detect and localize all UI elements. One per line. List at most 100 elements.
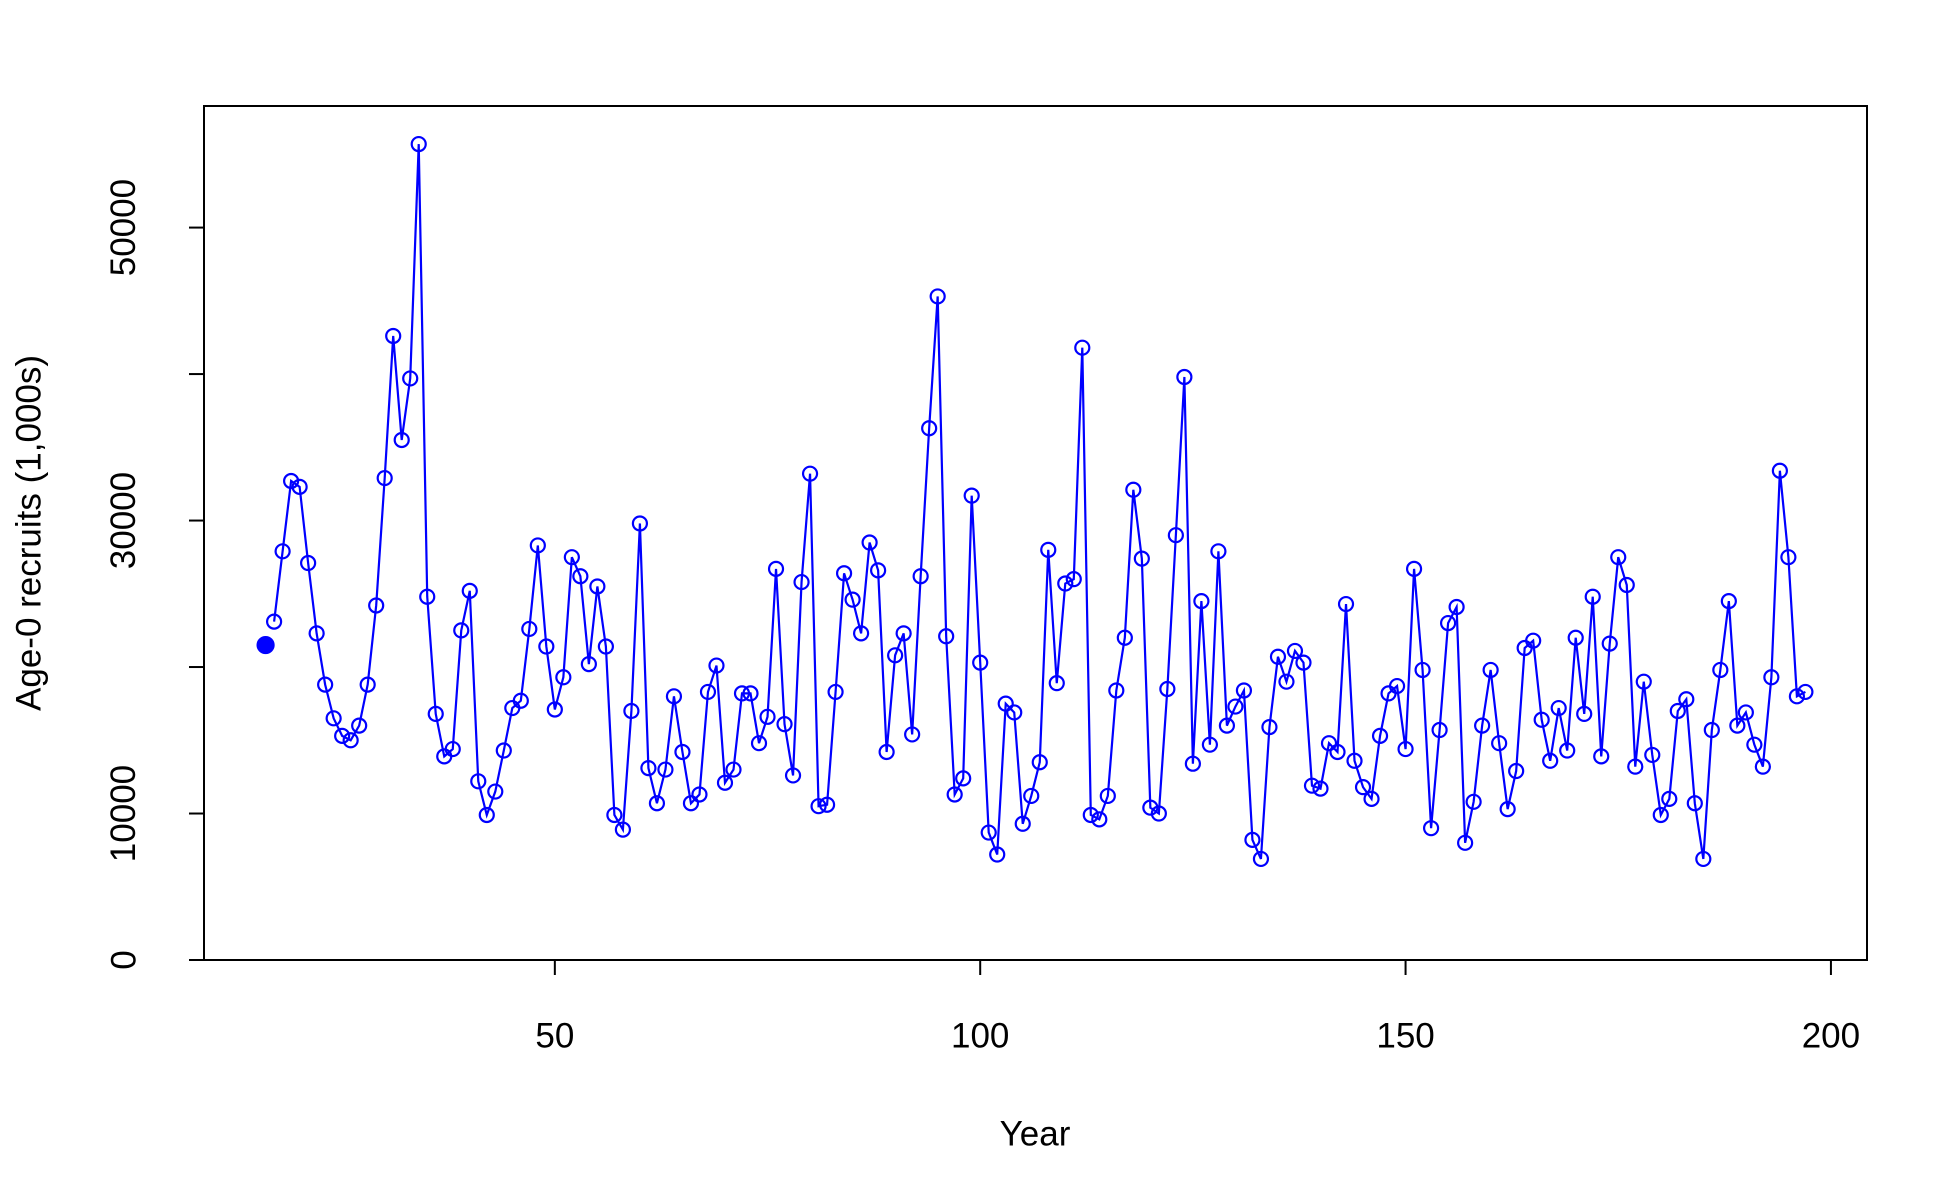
data-point xyxy=(1491,735,1508,752)
data-point xyxy=(989,846,1006,863)
data-point xyxy=(912,568,929,585)
data-point xyxy=(1601,635,1618,652)
data-point xyxy=(648,795,666,812)
x-axis-label: Year xyxy=(1000,1114,1071,1153)
data-point xyxy=(870,562,887,579)
data-point xyxy=(427,705,444,723)
data-point xyxy=(1116,629,1133,646)
data-point xyxy=(818,796,836,813)
data-point xyxy=(784,767,802,784)
data-point xyxy=(1576,705,1593,723)
data-point xyxy=(1661,790,1678,807)
plot-box xyxy=(203,105,1868,961)
data-point xyxy=(1065,571,1082,588)
data-point xyxy=(853,625,870,642)
data-point xyxy=(716,774,734,791)
x-tick-label: 200 xyxy=(1802,1016,1860,1055)
data-point xyxy=(1261,718,1278,736)
data-point xyxy=(699,683,717,701)
data-point xyxy=(512,692,529,709)
data-point xyxy=(1593,748,1610,765)
data-point xyxy=(691,786,708,803)
data-point xyxy=(1559,742,1576,759)
data-point xyxy=(895,625,912,642)
data-point xyxy=(955,770,972,787)
data-point xyxy=(1695,850,1712,868)
data-point xyxy=(1644,746,1661,764)
y-tick-label: 50000 xyxy=(104,179,143,276)
data-point xyxy=(495,742,512,759)
data-point xyxy=(351,717,368,734)
data-point xyxy=(1525,632,1542,649)
data-point xyxy=(640,760,657,777)
data-point xyxy=(1678,691,1695,708)
data-point xyxy=(308,625,325,642)
data-point xyxy=(1388,677,1406,695)
data-point xyxy=(1746,736,1763,753)
data-point xyxy=(368,597,385,614)
data-point xyxy=(317,676,334,693)
data-point xyxy=(921,420,938,437)
data-point xyxy=(470,773,487,790)
data-point xyxy=(274,543,291,560)
data-point xyxy=(1422,820,1440,837)
data-point xyxy=(478,806,495,824)
data-point xyxy=(300,554,317,572)
data-point xyxy=(725,761,742,778)
data-point xyxy=(1295,654,1312,671)
data-point xyxy=(1303,777,1321,794)
data-point xyxy=(1763,669,1780,686)
data-point xyxy=(1780,549,1797,566)
y-tick-label: 30000 xyxy=(104,472,143,569)
data-point xyxy=(1465,793,1482,810)
data-point xyxy=(546,701,563,718)
data-point xyxy=(1320,735,1338,752)
data-point xyxy=(657,761,674,778)
data-point xyxy=(1184,755,1201,772)
data-point xyxy=(1669,702,1686,720)
x-tick-label: 50 xyxy=(535,1016,574,1055)
data-point xyxy=(1371,727,1389,744)
data-point xyxy=(1244,831,1261,848)
data-point xyxy=(1218,717,1236,734)
data-point xyxy=(776,716,793,733)
y-axis-label: Age-0 recruits (1,000s) xyxy=(9,355,48,711)
data-point xyxy=(665,688,683,705)
data-point xyxy=(963,487,980,504)
data-point xyxy=(1712,661,1729,679)
data-point xyxy=(589,578,606,595)
series-line xyxy=(273,144,1806,860)
data-point xyxy=(1269,648,1287,665)
data-point xyxy=(1023,787,1040,805)
data-point xyxy=(538,638,555,655)
data-point xyxy=(410,135,427,153)
data-point xyxy=(1074,339,1091,356)
data-point xyxy=(453,622,470,639)
data-point xyxy=(1737,704,1754,721)
data-point xyxy=(793,573,810,591)
data-point xyxy=(580,656,597,673)
y-tick-label: 10000 xyxy=(104,765,143,862)
data-point xyxy=(938,628,955,645)
data-point xyxy=(1474,717,1491,734)
data-point xyxy=(980,824,997,841)
data-point xyxy=(402,370,419,387)
data-point xyxy=(572,568,589,585)
data-point xyxy=(1125,481,1142,498)
data-point xyxy=(844,591,861,608)
data-point xyxy=(461,582,478,599)
data-point xyxy=(1729,717,1746,734)
data-point xyxy=(801,465,819,482)
data-point xyxy=(1754,758,1771,775)
data-point xyxy=(555,669,572,686)
data-point xyxy=(529,537,546,554)
data-point xyxy=(708,657,725,674)
data-point xyxy=(1431,721,1448,739)
data-point xyxy=(733,685,751,702)
data-point xyxy=(861,534,878,551)
data-point xyxy=(1278,673,1295,690)
data-point xyxy=(1584,588,1601,605)
data-point xyxy=(1014,815,1031,832)
data-point xyxy=(835,565,853,582)
y-tick-label: 0 xyxy=(104,950,143,969)
